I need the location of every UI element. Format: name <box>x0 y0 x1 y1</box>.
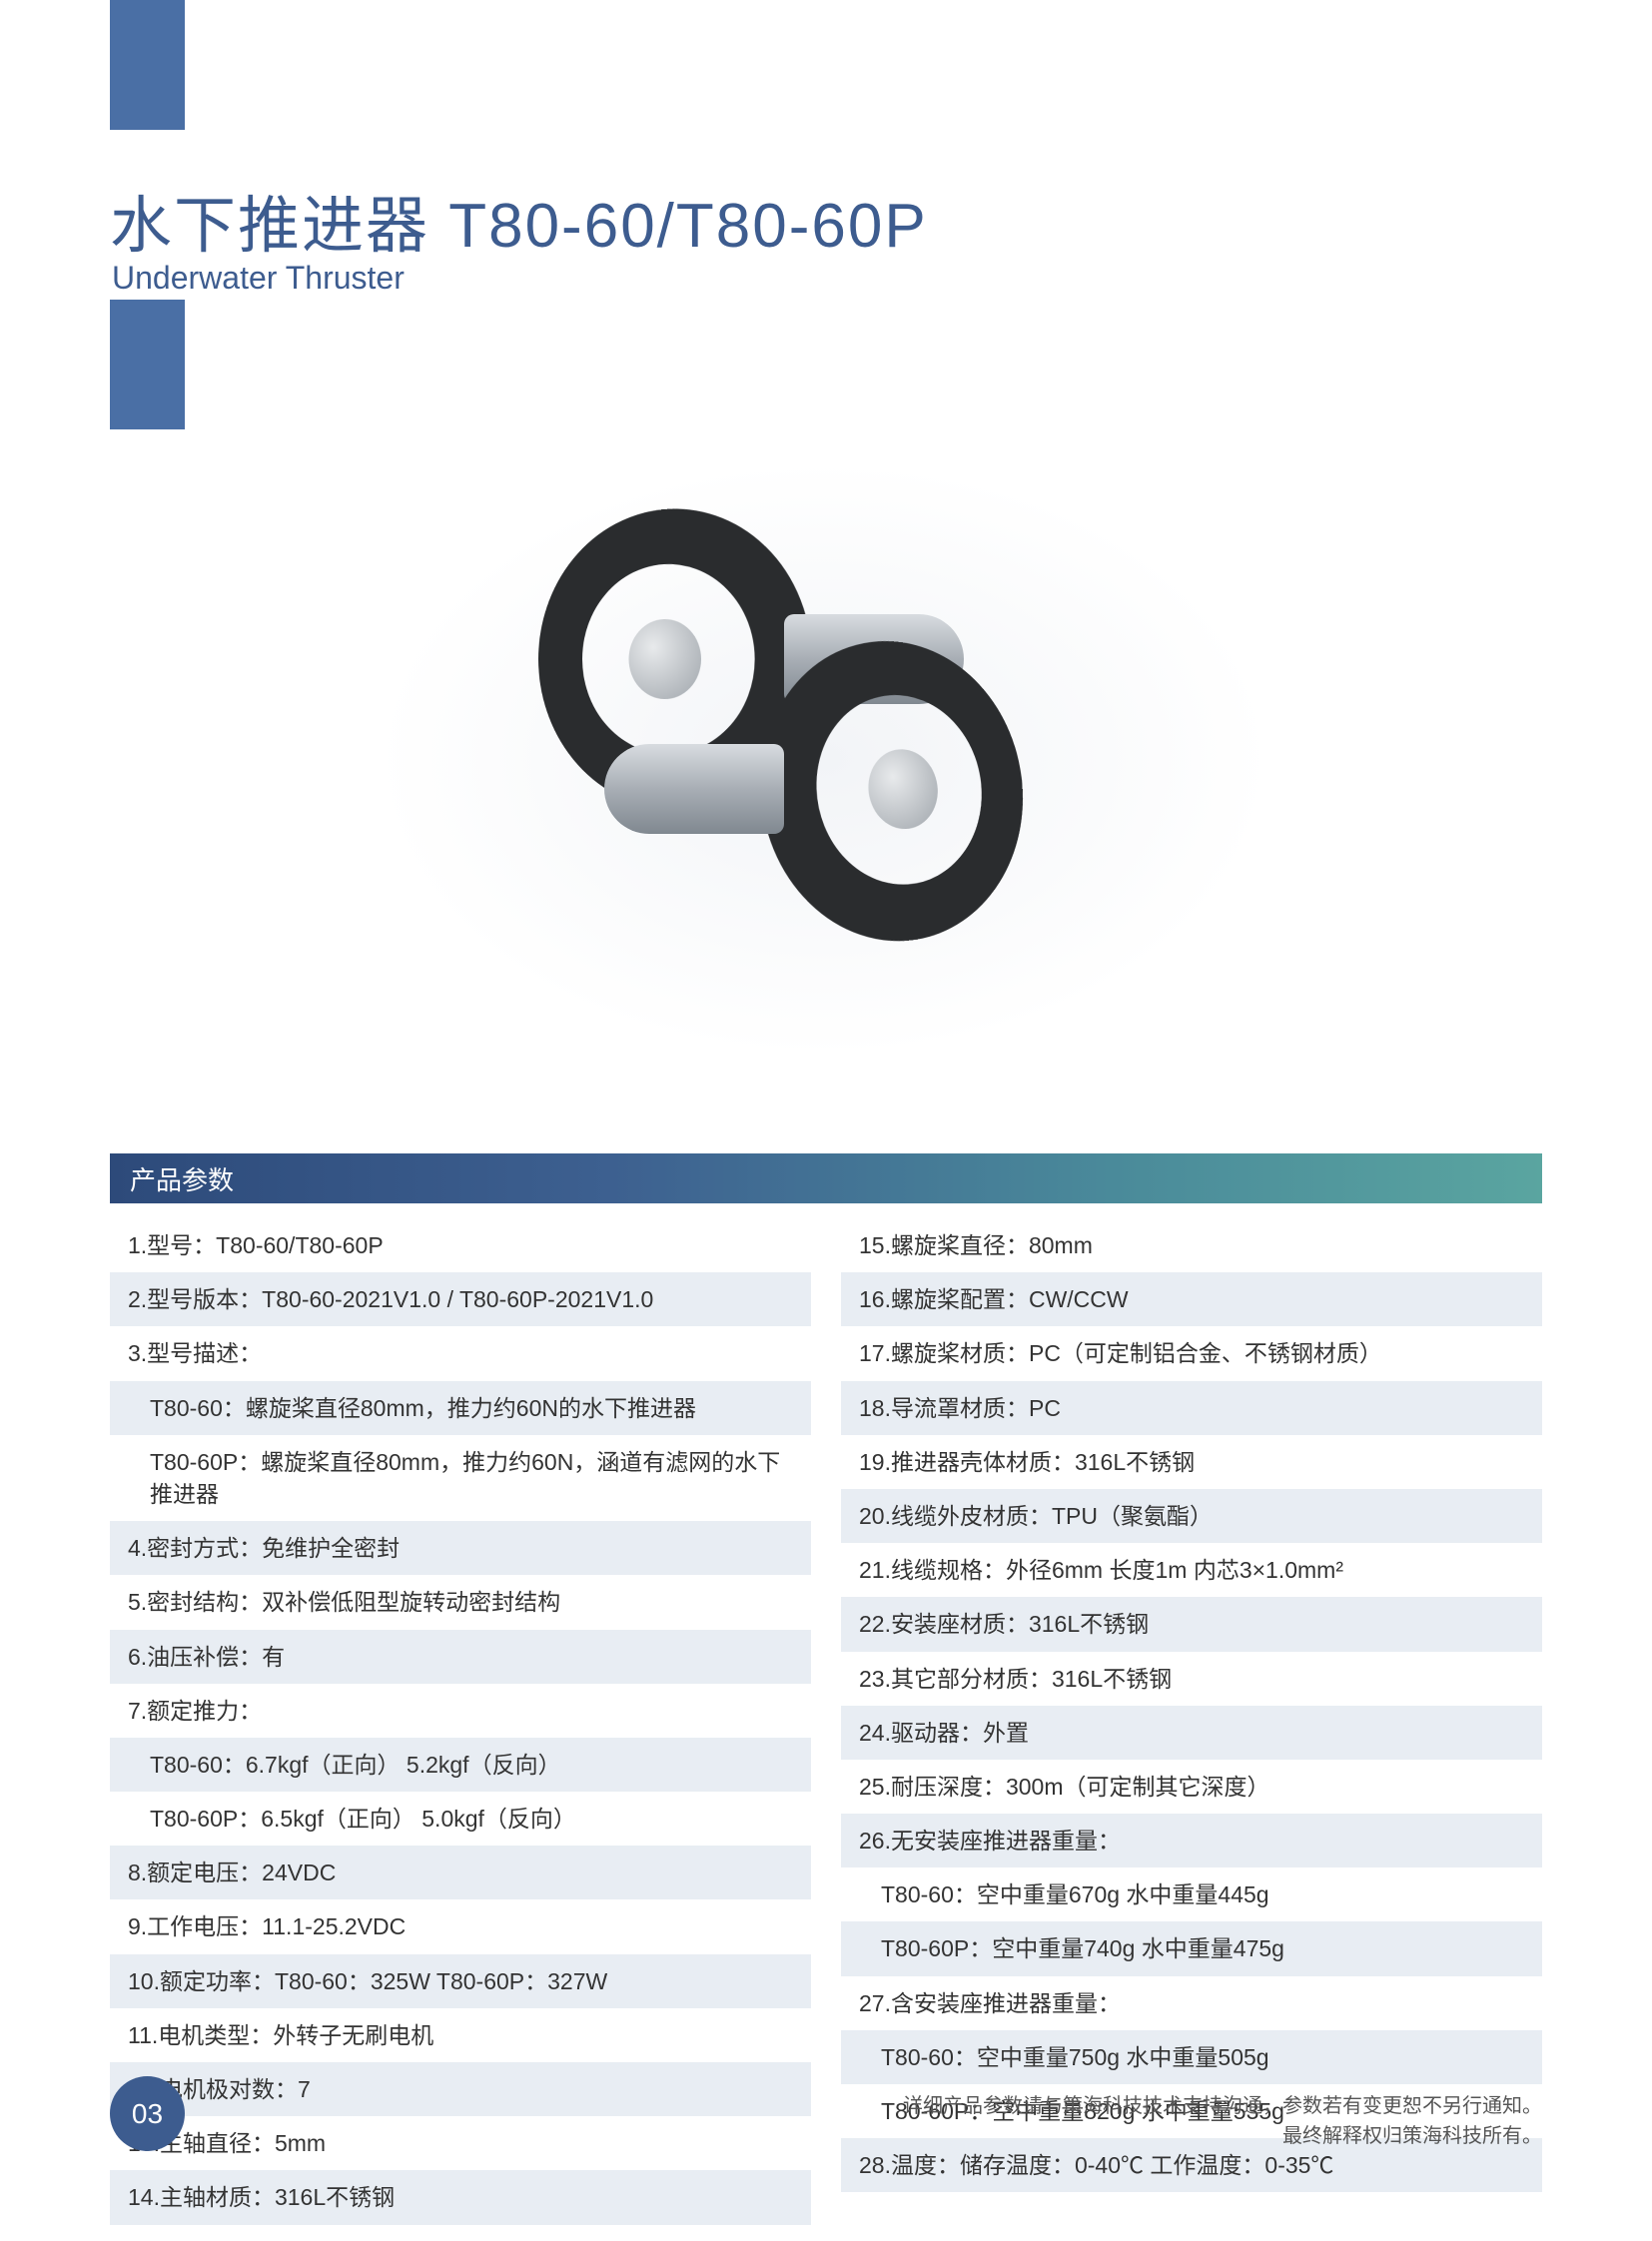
spec-row: 8.额定电压：24VDC <box>110 1846 811 1899</box>
spec-row: 6.油压补偿：有 <box>110 1630 811 1684</box>
spec-row: 19.推进器壳体材质：316L不锈钢 <box>841 1435 1542 1489</box>
spec-row: 3.型号描述： <box>110 1326 811 1380</box>
footer-note-line2: 最终解释权归策海科技所有。 <box>903 2121 1542 2151</box>
spec-row: T80-60：螺旋桨直径80mm，推力约60N的水下推进器 <box>110 1381 811 1435</box>
title-block: 水下推进器 T80-60/T80-60P Underwater Thruster <box>110 175 928 297</box>
spec-row: 9.工作电压：11.1-25.2VDC <box>110 1899 811 1953</box>
page-number-badge: 03 <box>110 2076 185 2151</box>
spec-row: T80-60P：螺旋桨直径80mm，推力约60N，涵道有滤网的水下推进器 <box>110 1435 811 1521</box>
section-header: 产品参数 <box>110 1153 1542 1203</box>
spec-column-left: 1.型号：T80-60/T80-60P2.型号版本：T80-60-2021V1.… <box>110 1218 811 2225</box>
spec-row: 14.主轴材质：316L不锈钢 <box>110 2170 811 2224</box>
product-image <box>300 419 1348 1099</box>
spec-row: 1.型号：T80-60/T80-60P <box>110 1218 811 1272</box>
title-chinese: 水下推进器 T80-60/T80-60P <box>110 175 928 265</box>
spec-row: 15.螺旋桨直径：80mm <box>841 1218 1542 1272</box>
spec-row: 17.螺旋桨材质：PC（可定制铝合金、不锈钢材质） <box>841 1326 1542 1380</box>
page-number-text: 03 <box>132 2098 163 2130</box>
spec-row: 7.额定推力： <box>110 1684 811 1738</box>
spec-column-right: 15.螺旋桨直径：80mm16.螺旋桨配置：CW/CCW17.螺旋桨材质：PC（… <box>841 1218 1542 2225</box>
footer-note: 详细产品参数请与策海科技技术支持沟通，参数若有变更恕不另行通知。 最终解释权归策… <box>903 2091 1542 2151</box>
thruster-illustration-front <box>754 639 1054 939</box>
footer-note-line1: 详细产品参数请与策海科技技术支持沟通，参数若有变更恕不另行通知。 <box>903 2091 1542 2121</box>
spec-row: 10.额定功率：T80-60：325W T80-60P：327W <box>110 1954 811 2008</box>
spec-row: 22.安装座材质：316L不锈钢 <box>841 1597 1542 1651</box>
spec-columns: 1.型号：T80-60/T80-60P2.型号版本：T80-60-2021V1.… <box>110 1218 1542 2225</box>
spec-row: T80-60：空中重量670g 水中重量445g <box>841 1868 1542 1921</box>
spec-row: 11.电机类型：外转子无刷电机 <box>110 2008 811 2062</box>
spec-row: 24.驱动器：外置 <box>841 1706 1542 1760</box>
top-accent-bar <box>110 0 185 130</box>
spec-row: T80-60：6.7kgf（正向） 5.2kgf（反向） <box>110 1738 811 1792</box>
spec-row: 23.其它部分材质：316L不锈钢 <box>841 1652 1542 1706</box>
section-header-label: 产品参数 <box>130 1160 234 1197</box>
spec-row: 27.含安装座推进器重量： <box>841 1976 1542 2030</box>
spec-row: 13.主轴直径：5mm <box>110 2116 811 2170</box>
spec-row: 5.密封结构：双补偿低阻型旋转动密封结构 <box>110 1575 811 1629</box>
spec-row: T80-60：空中重量750g 水中重量505g <box>841 2030 1542 2084</box>
spec-row: 26.无安装座推进器重量： <box>841 1814 1542 1868</box>
spec-row: T80-60P：空中重量740g 水中重量475g <box>841 1921 1542 1975</box>
product-image-placeholder <box>375 459 1273 1059</box>
spec-row: T80-60P：6.5kgf（正向） 5.0kgf（反向） <box>110 1792 811 1846</box>
spec-row: 20.线缆外皮材质：TPU（聚氨酯） <box>841 1489 1542 1543</box>
spec-row: 4.密封方式：免维护全密封 <box>110 1521 811 1575</box>
spec-row: 25.耐压深度：300m（可定制其它深度） <box>841 1760 1542 1814</box>
spec-row: 12.电机极对数：7 <box>110 2062 811 2116</box>
title-english: Underwater Thruster <box>112 260 928 297</box>
spec-row: 2.型号版本：T80-60-2021V1.0 / T80-60P-2021V1.… <box>110 1272 811 1326</box>
side-accent-bar <box>110 300 185 429</box>
spec-row: 18.导流罩材质：PC <box>841 1381 1542 1435</box>
spec-row: 21.线缆规格：外径6mm 长度1m 内芯3×1.0mm² <box>841 1543 1542 1597</box>
spec-row: 16.螺旋桨配置：CW/CCW <box>841 1272 1542 1326</box>
